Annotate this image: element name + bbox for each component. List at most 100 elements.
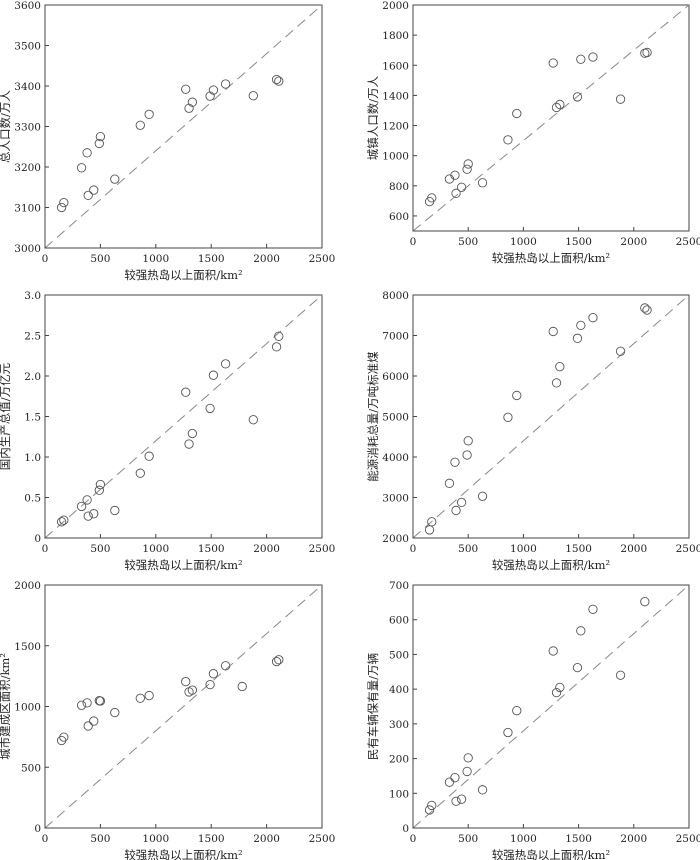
data-point	[477, 785, 488, 795]
data-point	[135, 468, 145, 478]
data-point	[208, 669, 219, 679]
data-point	[424, 525, 435, 535]
y-axis-title: 民有车辆保有量/万辆	[366, 653, 380, 760]
data-point	[95, 479, 106, 490]
data-point	[271, 74, 282, 85]
data-point	[576, 626, 586, 636]
data-point	[512, 108, 522, 119]
data-point	[220, 359, 231, 369]
y-tick-label: 500	[389, 649, 409, 661]
x-tick-label: 1000	[510, 236, 537, 248]
x-axis-title: 较强热岛以上面积/km²	[492, 251, 610, 265]
data-point	[274, 76, 284, 86]
data-point	[220, 79, 231, 89]
data-point	[576, 54, 586, 64]
data-point	[456, 497, 467, 508]
data-point	[181, 84, 191, 94]
y-tick-label: 800	[389, 181, 409, 193]
y-tick-label: 1500	[14, 641, 41, 653]
y-tick-label: 8000	[382, 290, 409, 302]
data-point	[110, 707, 120, 718]
x-axis-title: 较强热岛以上面积/km²	[124, 268, 242, 282]
x-tick-label: 0	[410, 543, 417, 555]
data-point	[444, 478, 455, 488]
data-point	[205, 679, 215, 690]
y-tick-label: 600	[389, 211, 409, 223]
y-tick-label: 2.0	[24, 371, 41, 383]
data-point	[184, 439, 194, 449]
data-point	[512, 706, 522, 716]
x-tick-label: 1000	[142, 543, 169, 555]
data-point	[110, 505, 120, 516]
data-point	[451, 505, 461, 516]
x-tick-label: 1500	[565, 236, 592, 248]
x-tick-label: 0	[42, 833, 49, 845]
reference-line	[412, 294, 690, 539]
data-point	[274, 331, 284, 341]
y-tick-label: 0	[34, 533, 41, 545]
data-point	[95, 131, 106, 142]
y-tick-label: 400	[389, 684, 409, 696]
y-tick-label: 1000	[382, 151, 409, 163]
data-point	[187, 685, 198, 695]
x-tick-label: 2000	[253, 543, 280, 555]
x-tick-label: 500	[458, 833, 478, 845]
data-point	[551, 687, 562, 698]
y-tick-label: 300	[389, 719, 409, 731]
data-point	[89, 185, 99, 195]
data-point	[548, 58, 558, 68]
data-point	[450, 170, 460, 180]
data-point	[640, 597, 650, 607]
y-tick-label: 1600	[382, 60, 409, 72]
x-tick-label: 1000	[510, 833, 537, 845]
x-tick-label: 2500	[676, 236, 700, 248]
data-point	[271, 656, 282, 667]
data-point	[181, 676, 191, 687]
x-tick-label: 1000	[510, 543, 537, 555]
data-point	[424, 805, 435, 815]
y-tick-label: 3000	[14, 243, 41, 255]
data-point	[184, 103, 194, 113]
data-point	[82, 698, 92, 708]
y-tick-label: 600	[389, 615, 409, 627]
y-tick-label: 3.0	[24, 290, 41, 302]
y-tick-label: 0	[34, 823, 41, 835]
reference-line	[412, 4, 690, 232]
data-point	[76, 700, 87, 710]
scatter-panel-4: 0 500 1000 1500 2000 2500 2000 3000 4000 5000 6000…	[366, 290, 700, 572]
scatter-panel-3: 0 500 1000 1500 2000 2500 0 0.5 1.0 1.5 2.0 2.5 3.0 较…	[0, 290, 335, 572]
y-tick-label: 3100	[14, 203, 41, 215]
data-point	[640, 303, 650, 313]
data-point	[144, 690, 154, 701]
x-tick-label: 2500	[676, 833, 700, 845]
y-tick-label: 0.5	[24, 493, 41, 505]
data-point	[503, 727, 513, 738]
data-point	[555, 362, 565, 372]
data-point	[477, 178, 488, 188]
data-point	[220, 661, 231, 671]
x-axis-title: 较强热岛以上面积/km²	[492, 848, 610, 860]
y-tick-label: 2000	[14, 580, 41, 592]
data-point	[463, 159, 473, 169]
reference-line	[44, 294, 323, 539]
y-tick-label: 1.5	[24, 412, 41, 424]
data-point	[551, 102, 562, 113]
data-point	[208, 370, 219, 380]
y-tick-label: 2000	[382, 533, 409, 545]
y-tick-label: 1.0	[24, 452, 41, 464]
x-tick-label: 2000	[620, 236, 647, 248]
y-tick-label: 3400	[14, 81, 41, 93]
data-point	[237, 681, 247, 692]
x-tick-label: 1500	[198, 833, 225, 845]
y-tick-label: 1400	[382, 90, 409, 102]
x-tick-label: 500	[90, 253, 110, 265]
data-point	[205, 403, 215, 414]
data-point	[462, 164, 472, 174]
x-tick-label: 2000	[620, 833, 647, 845]
x-tick-label: 500	[458, 236, 478, 248]
data-point	[94, 485, 104, 495]
scatter-panel-5: 0 500 1000 1500 2000 2500 0 500 1000 1500 2000 较强热岛…	[0, 580, 335, 860]
x-tick-label: 1000	[142, 253, 169, 265]
x-tick-label: 0	[410, 236, 417, 248]
